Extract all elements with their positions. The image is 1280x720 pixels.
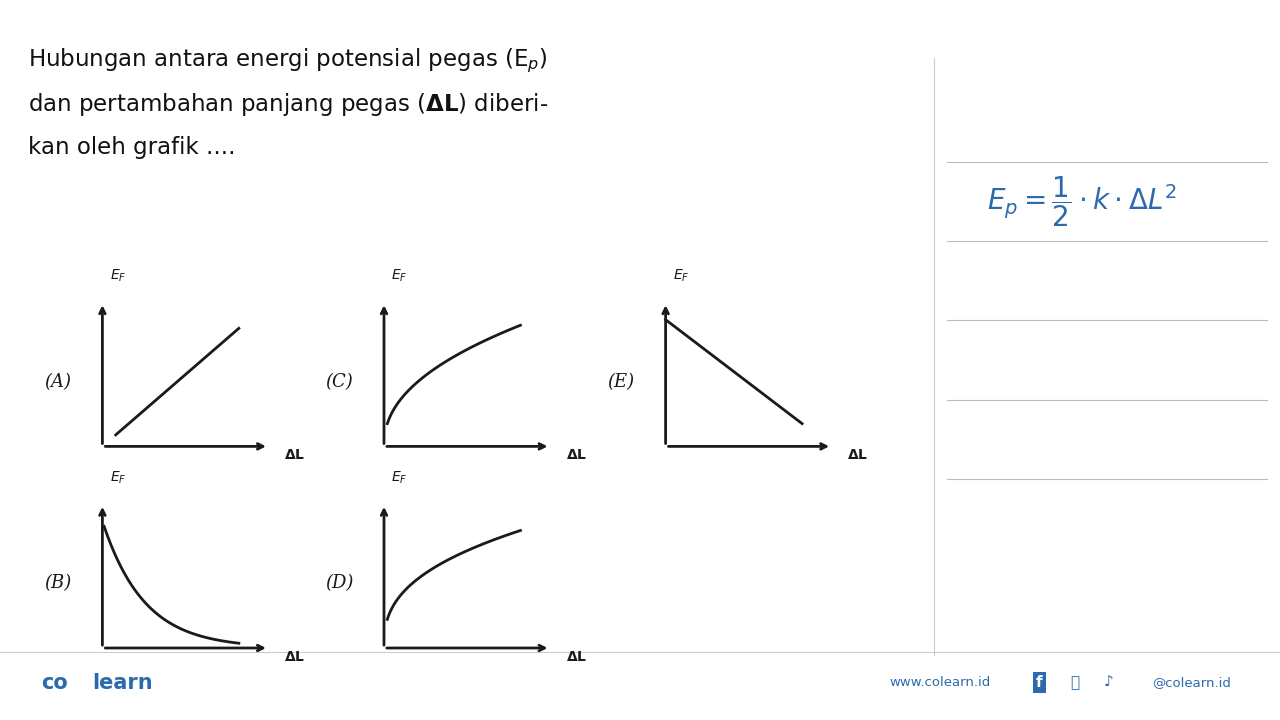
Text: (A): (A) [44,373,72,390]
Text: Hubungan antara energi potensial pegas (E$_p$): Hubungan antara energi potensial pegas (… [28,47,548,75]
Text: $\bf{\Delta L}$: $\bf{\Delta L}$ [284,649,306,664]
Text: learn: learn [92,672,152,693]
Text: $E_F$: $E_F$ [392,469,407,486]
Text: (C): (C) [325,373,353,390]
Text: kan oleh grafik ....: kan oleh grafik .... [28,136,236,159]
Text: (E): (E) [607,373,635,390]
Text: $E_F$: $E_F$ [110,469,125,486]
Text: co: co [41,672,68,693]
Text: $E_p = \dfrac{1}{2} \cdot k \cdot \Delta L^2$: $E_p = \dfrac{1}{2} \cdot k \cdot \Delta… [987,174,1176,229]
Text: $\bf{\Delta L}$: $\bf{\Delta L}$ [566,649,588,664]
Text: ⓞ: ⓞ [1070,675,1080,690]
Text: f: f [1036,675,1043,690]
Text: (B): (B) [44,575,72,592]
Text: $E_F$: $E_F$ [673,268,689,284]
Text: (D): (D) [325,575,353,592]
Text: @colearn.id: @colearn.id [1152,676,1231,689]
Text: $E_F$: $E_F$ [110,268,125,284]
Text: ♪: ♪ [1103,675,1114,690]
Text: www.colearn.id: www.colearn.id [890,676,991,689]
Text: $\bf{\Delta L}$: $\bf{\Delta L}$ [847,448,869,462]
Text: $E_F$: $E_F$ [392,268,407,284]
Text: $\bf{\Delta L}$: $\bf{\Delta L}$ [566,448,588,462]
Text: $\bf{\Delta L}$: $\bf{\Delta L}$ [284,448,306,462]
Text: dan pertambahan panjang pegas ($\bf{\Delta L}$) diberi-: dan pertambahan panjang pegas ($\bf{\Del… [28,91,548,119]
